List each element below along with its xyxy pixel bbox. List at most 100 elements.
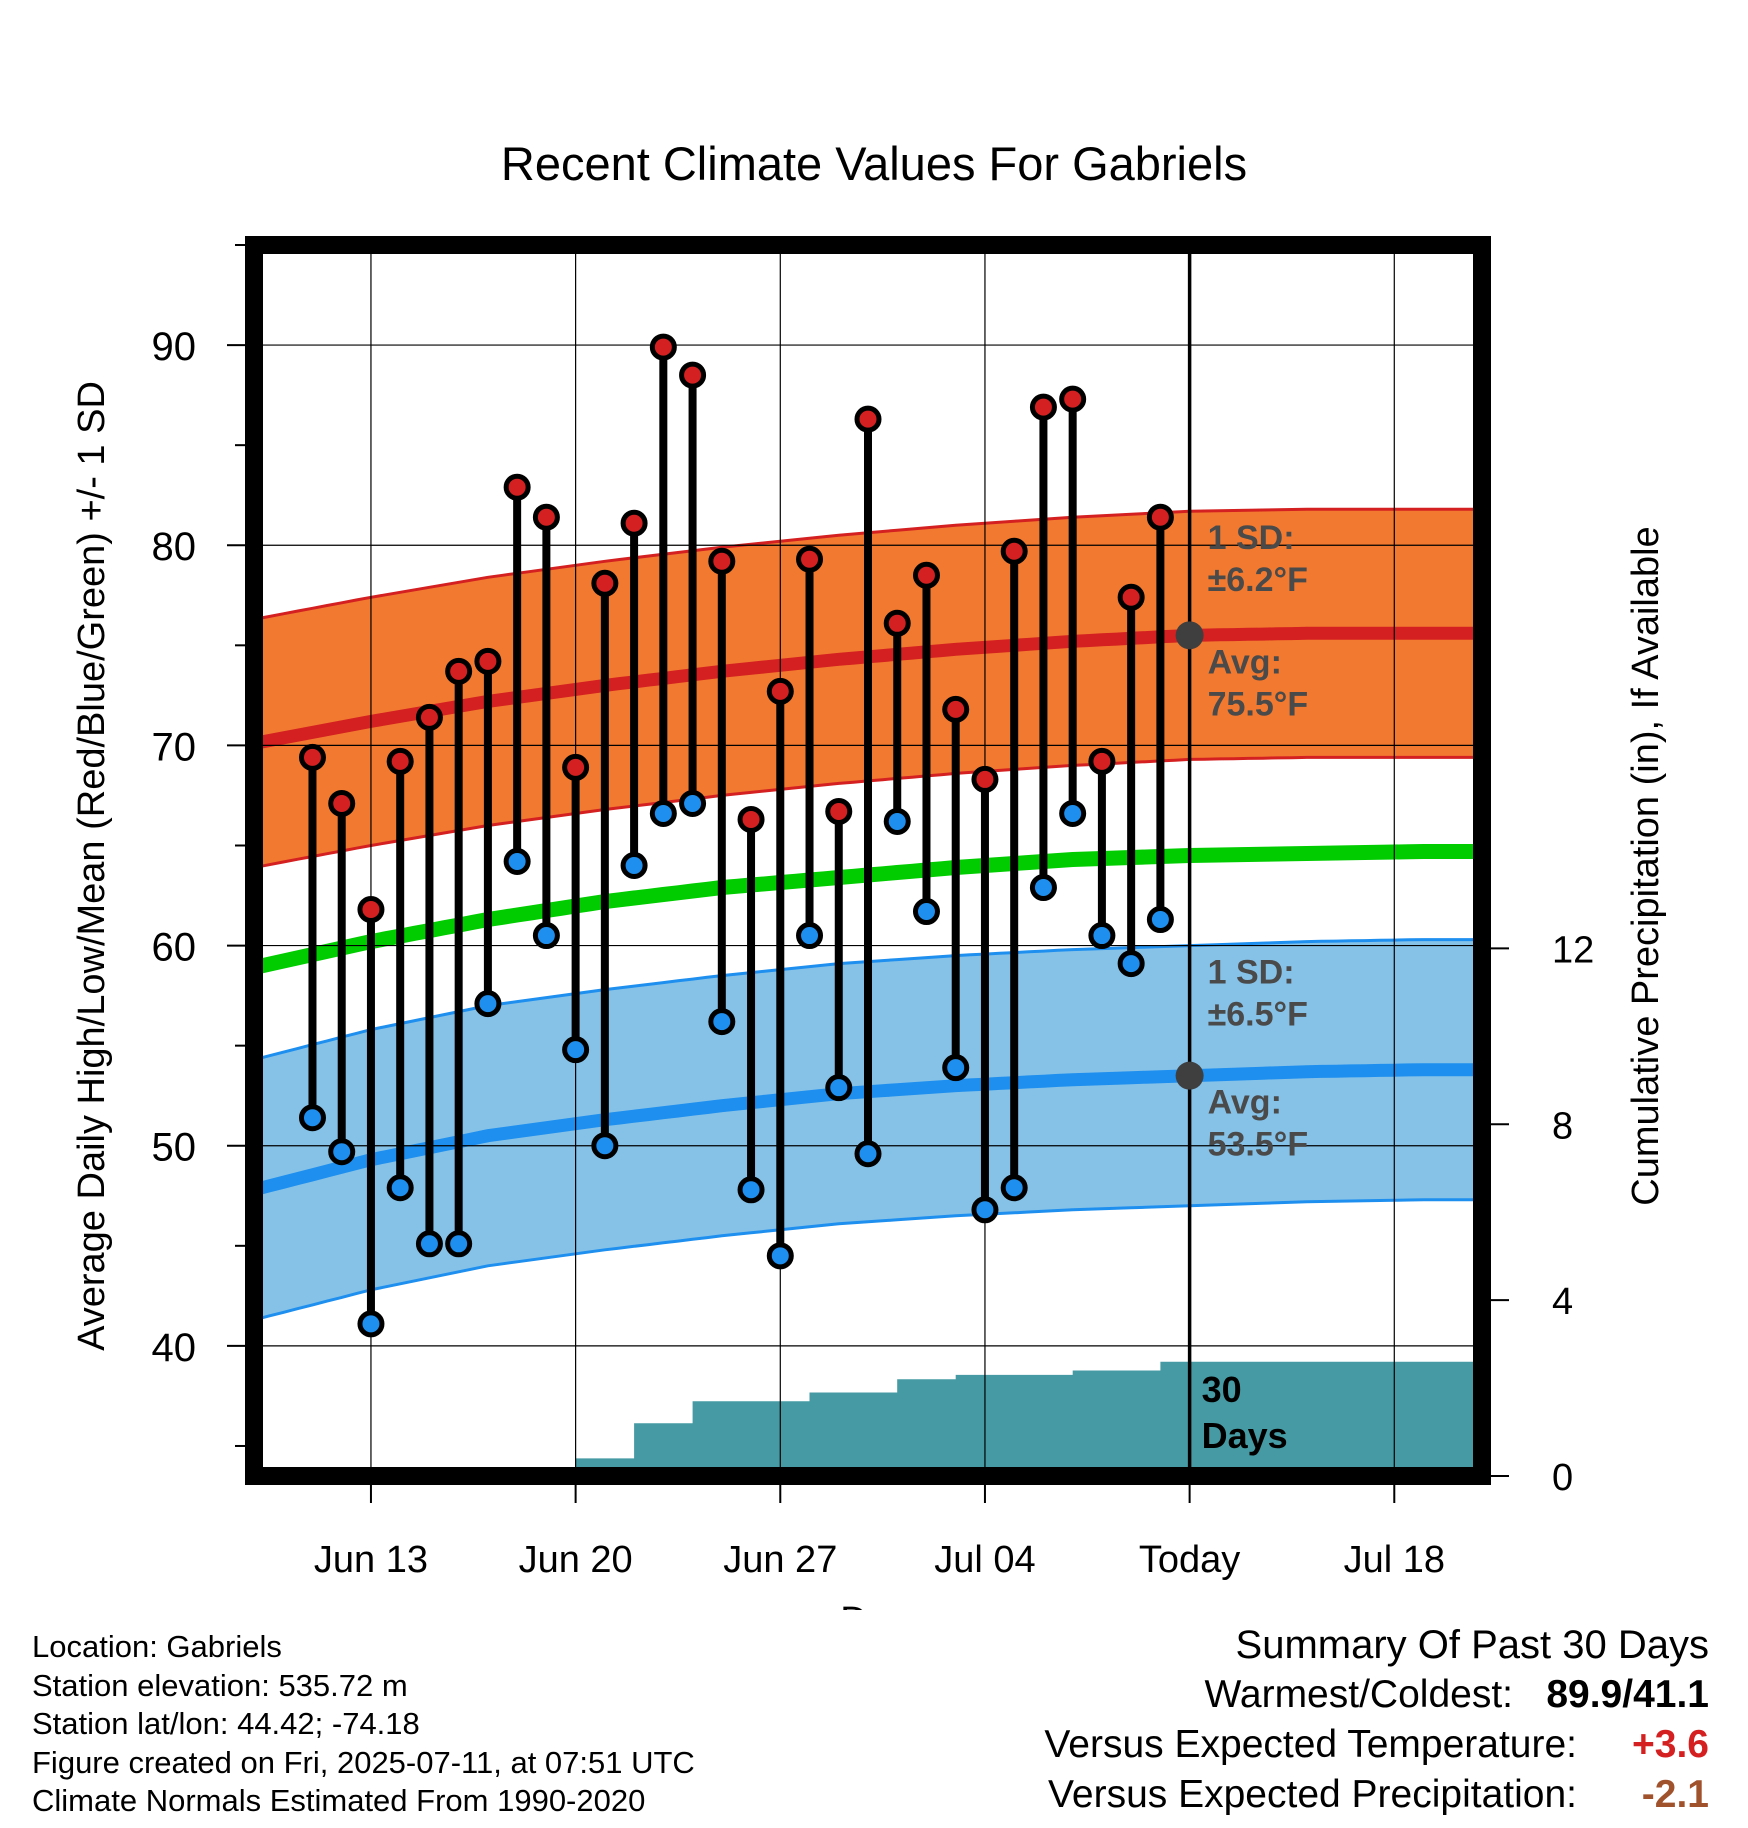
daily-high-point bbox=[357, 896, 385, 924]
temp-departure-value: +3.6 bbox=[1632, 1723, 1709, 1766]
summary-panel: Summary Of Past 30 Days Warmest/Coldest:… bbox=[809, 1620, 1709, 1820]
y-axis-label: Average Daily High/Low/Mean (Red/Blue/Gr… bbox=[71, 381, 113, 1351]
daily-low-point bbox=[1117, 950, 1145, 978]
y2-tick-label: 4 bbox=[1552, 1281, 1573, 1323]
daily-low-point bbox=[445, 1230, 473, 1258]
daily-low-point bbox=[737, 1176, 765, 1204]
daily-low-point bbox=[708, 1008, 736, 1036]
daily-low-point bbox=[766, 1242, 794, 1270]
high-sd-label: 1 SD: bbox=[1208, 519, 1295, 557]
x-tick-label: Jun 13 bbox=[314, 1539, 428, 1581]
precip-departure-value: -2.1 bbox=[1641, 1773, 1709, 1816]
daily-high-point bbox=[620, 509, 648, 537]
daily-high-point bbox=[474, 647, 502, 675]
daily-high-point bbox=[298, 743, 326, 771]
daily-high-point bbox=[1029, 393, 1057, 421]
y2-tick-label: 8 bbox=[1552, 1105, 1573, 1147]
daily-high-point bbox=[971, 765, 999, 793]
daily-high-point bbox=[1000, 537, 1028, 565]
temp-departure-label: Versus Expected Temperature: bbox=[1044, 1723, 1577, 1766]
low-avg-value: 53.5°F bbox=[1208, 1126, 1309, 1164]
daily-low-point bbox=[1029, 874, 1057, 902]
daily-high-point bbox=[825, 797, 853, 825]
precip-days-label: Days bbox=[1202, 1415, 1288, 1456]
latlon-text: Station lat/lon: 44.42; -74.18 bbox=[32, 1706, 420, 1741]
chart-title: Recent Climate Values For Gabriels bbox=[501, 137, 1247, 190]
daily-high-point bbox=[1059, 385, 1087, 413]
y-tick-label: 50 bbox=[152, 1126, 197, 1170]
y-tick-label: 60 bbox=[152, 926, 197, 970]
daily-low-point bbox=[532, 922, 560, 950]
daily-low-point bbox=[942, 1054, 970, 1082]
daily-high-point bbox=[503, 473, 531, 501]
daily-high-point bbox=[445, 657, 473, 685]
daily-low-point bbox=[825, 1074, 853, 1102]
daily-low-point bbox=[562, 1036, 590, 1064]
warmest-coldest-value: 89.9/41.1 bbox=[1546, 1673, 1709, 1716]
daily-low-point bbox=[415, 1230, 443, 1258]
daily-high-point bbox=[679, 361, 707, 389]
daily-high-point bbox=[649, 333, 677, 361]
low-avg-label: Avg: bbox=[1208, 1084, 1282, 1122]
daily-low-point bbox=[328, 1138, 356, 1166]
precip-departure-label: Versus Expected Precipitation: bbox=[1048, 1773, 1577, 1816]
daily-high-point bbox=[796, 545, 824, 573]
low-sd-lower-line bbox=[253, 1198, 1482, 1322]
daily-high-point bbox=[766, 677, 794, 705]
low-sd-value: ±6.5°F bbox=[1208, 996, 1308, 1034]
daily-low-point bbox=[883, 807, 911, 835]
daily-high-point bbox=[415, 703, 443, 731]
high-avg-label: Avg: bbox=[1208, 643, 1282, 681]
daily-low-point bbox=[1146, 906, 1174, 934]
daily-high-point bbox=[1146, 503, 1174, 531]
x-tick-label: Jul 04 bbox=[934, 1539, 1035, 1581]
y-tick-label: 70 bbox=[152, 725, 197, 769]
daily-low-point bbox=[971, 1196, 999, 1224]
daily-low-point bbox=[474, 990, 502, 1018]
y2-axis-label: Cumulative Precipitation (in), If Availa… bbox=[1625, 526, 1667, 1205]
daily-high-point bbox=[532, 503, 560, 531]
plot-frame bbox=[245, 236, 1491, 1485]
daily-low-point bbox=[649, 799, 677, 827]
y-tick-label: 80 bbox=[152, 525, 197, 569]
daily-high-point bbox=[854, 405, 882, 433]
today-avg-high-marker bbox=[1175, 621, 1204, 650]
daily-low-point bbox=[854, 1140, 882, 1168]
daily-high-point bbox=[883, 609, 911, 637]
daily-low-point bbox=[1088, 922, 1116, 950]
cumulative-precip-area bbox=[575, 1361, 1482, 1476]
x-tick-label: Jun 27 bbox=[723, 1539, 837, 1581]
today-avg-low-marker bbox=[1175, 1061, 1204, 1090]
plot-area: 1 SD: ±6.2°F Avg: 75.5°F 1 SD: ±6.5°F Avg: 53.5… bbox=[152, 236, 1594, 1581]
y-tick-label: 40 bbox=[152, 1326, 197, 1370]
station-info: Location: Gabriels Station elevation: 53… bbox=[32, 1628, 695, 1821]
daily-high-point bbox=[562, 753, 590, 781]
elevation-text: Station elevation: 535.72 m bbox=[32, 1667, 408, 1703]
x-axis-label: Day bbox=[840, 1600, 908, 1610]
daily-high-point bbox=[912, 561, 940, 589]
precip-departure-row: Versus Expected Precipitation: -2.1 bbox=[809, 1770, 1709, 1820]
daily-low-point bbox=[679, 789, 707, 817]
daily-low-point bbox=[503, 848, 531, 876]
daily-low-point bbox=[298, 1104, 326, 1132]
warmest-coldest-label: Warmest/Coldest: bbox=[1204, 1673, 1513, 1716]
x-tick-label: Jun 20 bbox=[519, 1539, 633, 1581]
daily-low-point bbox=[796, 922, 824, 950]
temp-departure-row: Versus Expected Temperature: +3.6 bbox=[809, 1720, 1709, 1770]
daily-low-point bbox=[1000, 1174, 1028, 1202]
summary-title: Summary Of Past 30 Days bbox=[1235, 1623, 1709, 1667]
normals-text: Climate Normals Estimated From 1990-2020 bbox=[32, 1783, 646, 1818]
y2-tick-label: 12 bbox=[1552, 929, 1594, 971]
x-tick-label: Today bbox=[1139, 1539, 1240, 1581]
daily-high-point bbox=[386, 747, 414, 775]
x-tick-label: Jul 18 bbox=[1344, 1539, 1445, 1581]
climate-chart: Recent Climate Values For Gabriels 1 SD:… bbox=[71, 137, 1667, 1610]
daily-low-point bbox=[620, 852, 648, 880]
y-tick-label: 90 bbox=[152, 325, 197, 369]
warmest-coldest-row: Warmest/Coldest: 89.9/41.1 bbox=[809, 1670, 1709, 1720]
created-text: Figure created on Fri, 2025-07-11, at 07… bbox=[32, 1744, 695, 1780]
precip-days-number: 30 bbox=[1202, 1369, 1242, 1410]
daily-low-point bbox=[591, 1132, 619, 1160]
daily-high-point bbox=[708, 547, 736, 575]
daily-high-point bbox=[591, 569, 619, 597]
